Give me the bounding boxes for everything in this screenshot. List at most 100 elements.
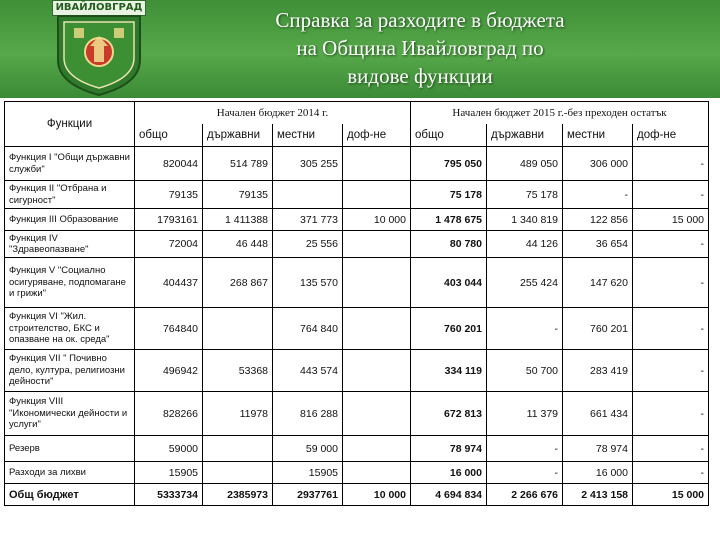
value-2015-local: 760 201 — [562, 307, 633, 350]
table-row-total: Общ бюджет 5333734 2385973 2937761 10 000 4 6… — [4, 483, 710, 506]
value-2015-state: 489 050 — [486, 146, 563, 181]
function-name-cell: Функция V "Социално осигуряване, подпома… — [4, 257, 135, 308]
title-line-2: на Община Ивайловград по — [296, 36, 544, 60]
value-2015-local: - — [562, 180, 633, 209]
function-name-cell: Функция VIII "Икономически дейности и ус… — [4, 391, 135, 436]
value-2015-state: 50 700 — [486, 349, 563, 392]
value-2014-total: 820044 — [134, 146, 203, 181]
value-2015-total: 75 178 — [410, 180, 487, 209]
function-name-cell: Функция IV "Здравеопазване" — [4, 230, 135, 258]
value-2014-supplement — [342, 349, 411, 392]
value-2014-supplement — [342, 230, 411, 258]
value-2015-supplement: - — [631, 257, 710, 308]
value-2015-total: 672 813 — [410, 391, 487, 436]
value-2014-state: 53368 — [202, 349, 273, 392]
value-2014-state: 46 448 — [202, 230, 273, 258]
value-2015-supplement: - — [631, 180, 710, 209]
coat-of-arms-icon — [57, 15, 141, 96]
municipality-coat-of-arms: ИВАЙЛОВГРАД — [52, 0, 146, 96]
value-2014-state: 514 789 — [202, 146, 273, 181]
value-2014-total: 828266 — [134, 391, 203, 436]
table-row: Резерв 59000 59 000 78 974-78 974- — [4, 435, 710, 462]
col-2014-local: местни — [272, 124, 343, 147]
value-2015-local: 16 000 — [562, 461, 633, 484]
function-name-cell: Функция VI "Жил. строителство, БКС и опа… — [4, 307, 135, 350]
value-2015-supplement: - — [631, 461, 710, 484]
value-2015-local: 36 654 — [562, 230, 633, 258]
value-2014-local: 25 556 — [272, 230, 343, 258]
col-2015-supplement: доф-не — [631, 124, 710, 147]
value-2015-total: 78 974 — [410, 435, 487, 462]
value-2014-total: 79135 — [134, 180, 203, 209]
value-2014-state: 2385973 — [202, 483, 273, 506]
value-2015-state: - — [486, 435, 563, 462]
title-banner: ИВАЙЛОВГРАД Справка за разходите в бюдже… — [0, 0, 720, 98]
value-2014-local: 15905 — [272, 461, 343, 484]
value-2014-state — [202, 461, 273, 484]
col-2015-state: държавни — [486, 124, 563, 147]
col-2015-total: общо — [410, 124, 487, 147]
value-2015-local: 283 419 — [562, 349, 633, 392]
value-2014-supplement: 10 000 — [342, 483, 411, 506]
page-title: Справка за разходите в бюджета на Община… — [190, 6, 650, 90]
value-2015-supplement: - — [631, 230, 710, 258]
value-2015-state: 2 266 676 — [486, 483, 563, 506]
value-2014-local — [272, 180, 343, 209]
value-2014-total: 72004 — [134, 230, 203, 258]
budget-table: Функции Начален бюджет 2014 г. Начален б… — [4, 101, 710, 506]
value-2014-state — [202, 435, 273, 462]
value-2014-supplement — [342, 257, 411, 308]
value-2014-local: 135 570 — [272, 257, 343, 308]
value-2015-local: 661 434 — [562, 391, 633, 436]
budget-2014-header: Начален бюджет 2014 г. — [134, 101, 411, 124]
value-2014-total: 404437 — [134, 257, 203, 308]
value-2014-supplement — [342, 391, 411, 436]
col-2015-local: местни — [562, 124, 633, 147]
value-2015-state: 75 178 — [486, 180, 563, 209]
table-row: Разходи за лихви 15905 15905 16 000-16 000- — [4, 461, 710, 484]
value-2014-state: 79135 — [202, 180, 273, 209]
value-2015-local: 306 000 — [562, 146, 633, 181]
value-2015-state: 44 126 — [486, 230, 563, 258]
value-2014-supplement — [342, 146, 411, 181]
col-2014-state: държавни — [202, 124, 273, 147]
value-2014-supplement — [342, 461, 411, 484]
function-name-cell: Функция I "Общи държавни служби" — [4, 146, 135, 181]
value-2015-local: 2 413 158 — [562, 483, 633, 506]
function-name-cell: Резерв — [4, 435, 135, 462]
value-2015-supplement: - — [631, 349, 710, 392]
value-2014-total: 1793161 — [134, 208, 203, 231]
value-2015-total: 80 780 — [410, 230, 487, 258]
value-2015-local: 78 974 — [562, 435, 633, 462]
value-2014-total: 15905 — [134, 461, 203, 484]
function-name-cell: Функция VII " Почивно дело, култура, рел… — [4, 349, 135, 392]
functions-column-header: Функции — [4, 101, 135, 147]
value-2015-local: 122 856 — [562, 208, 633, 231]
value-2015-supplement: - — [631, 391, 710, 436]
value-2015-total: 760 201 — [410, 307, 487, 350]
table-row: Функция III Образование 1793161 1 411388 37… — [4, 208, 710, 231]
table-row: Функция IV "Здравеопазване" 72004 46 448 25… — [4, 230, 710, 258]
value-2015-state: - — [486, 461, 563, 484]
value-2014-state: 268 867 — [202, 257, 273, 308]
value-2014-local: 2937761 — [272, 483, 343, 506]
value-2014-total: 764840 — [134, 307, 203, 350]
value-2014-local: 371 773 — [272, 208, 343, 231]
value-2014-total: 496942 — [134, 349, 203, 392]
table-row: Функция II "Отбрана и сигурност" 79135 791… — [4, 180, 710, 209]
value-2014-supplement — [342, 435, 411, 462]
value-2015-state: 11 379 — [486, 391, 563, 436]
value-2014-state: 11978 — [202, 391, 273, 436]
value-2015-supplement: 15 000 — [631, 483, 710, 506]
value-2015-supplement: - — [631, 146, 710, 181]
value-2014-total: 5333734 — [134, 483, 203, 506]
value-2015-total: 334 119 — [410, 349, 487, 392]
value-2015-state: 1 340 819 — [486, 208, 563, 231]
value-2015-state: 255 424 — [486, 257, 563, 308]
value-2014-local: 305 255 — [272, 146, 343, 181]
budget-2015-header: Начален бюджет 2015 г.-без преходен оста… — [409, 101, 710, 124]
value-2014-local: 764 840 — [272, 307, 343, 350]
value-2015-total: 4 694 834 — [410, 483, 487, 506]
value-2014-supplement: 10 000 — [342, 208, 411, 231]
value-2015-local: 147 620 — [562, 257, 633, 308]
